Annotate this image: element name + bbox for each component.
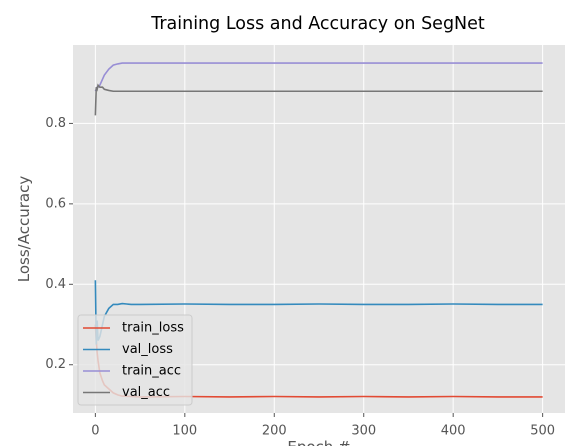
y-tick-label: 0.6	[45, 196, 66, 211]
legend-label: train_acc	[122, 364, 181, 379]
x-tick-label: 300	[351, 424, 376, 439]
legend-label: val_acc	[122, 385, 170, 400]
x-tick-label: 200	[262, 424, 287, 439]
legend-label: train_loss	[122, 321, 184, 336]
y-tick-label: 0.8	[45, 116, 66, 131]
x-tick-label: 500	[530, 424, 555, 439]
legend-label: val_loss	[122, 342, 173, 357]
series-line	[94, 83, 543, 116]
x-tick-label: 100	[172, 424, 197, 439]
x-tick-label: 400	[441, 424, 466, 439]
chart-title: Training Loss and Accuracy on SegNet	[150, 14, 485, 34]
y-tick-label: 0.4	[45, 277, 66, 292]
x-axis-label: Epoch #	[287, 438, 350, 446]
y-axis-label: Loss/Accuracy	[15, 176, 33, 283]
legend-box	[77, 314, 193, 406]
y-tick-label: 0.2	[45, 357, 66, 372]
x-tick-label: 0	[91, 424, 99, 439]
